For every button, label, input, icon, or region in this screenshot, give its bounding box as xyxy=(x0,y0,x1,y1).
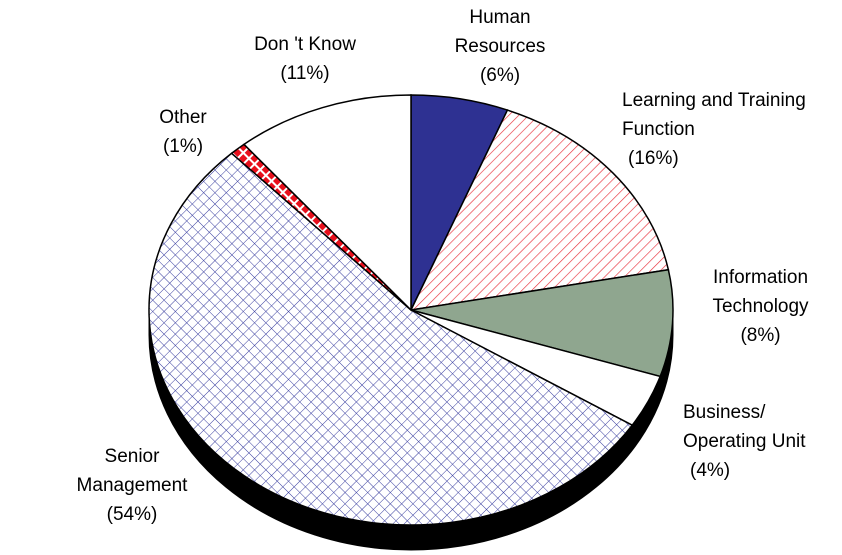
category-label: Other xyxy=(159,107,207,128)
slice-label: Human Resources (6%) xyxy=(445,3,555,90)
value-label: (1%) xyxy=(162,136,204,157)
category-label: Business/ Operating Unit xyxy=(683,402,806,452)
slice-label: Business/ Operating Unit (4%) xyxy=(683,398,833,485)
pie-slice xyxy=(410,268,674,378)
pie-slice xyxy=(242,94,412,312)
value-label: (11%) xyxy=(280,63,330,84)
category-label: Senior Management xyxy=(76,446,188,496)
value-label: (6%) xyxy=(479,65,521,86)
value-label: (16%) xyxy=(628,148,679,169)
slice-label: Don 't Know (11%) xyxy=(210,30,400,88)
category-label: Learning and Training Function xyxy=(622,90,806,140)
slice-label: Other (1%) xyxy=(143,103,223,161)
pie-slice xyxy=(409,109,670,311)
pie-slice xyxy=(148,152,634,526)
category-label: Human Resources xyxy=(454,7,546,57)
category-label: Don 't Know xyxy=(254,34,356,55)
category-label: Information Technology xyxy=(712,267,809,317)
value-label: (4%) xyxy=(690,460,731,481)
value-label: (8%) xyxy=(740,325,781,346)
value-label: (54%) xyxy=(106,504,158,525)
slice-label: Learning and Training Function (16%) xyxy=(622,86,812,173)
slice-label: Senior Management (54%) xyxy=(62,442,202,529)
slice-label: Information Technology (8%) xyxy=(688,263,833,350)
